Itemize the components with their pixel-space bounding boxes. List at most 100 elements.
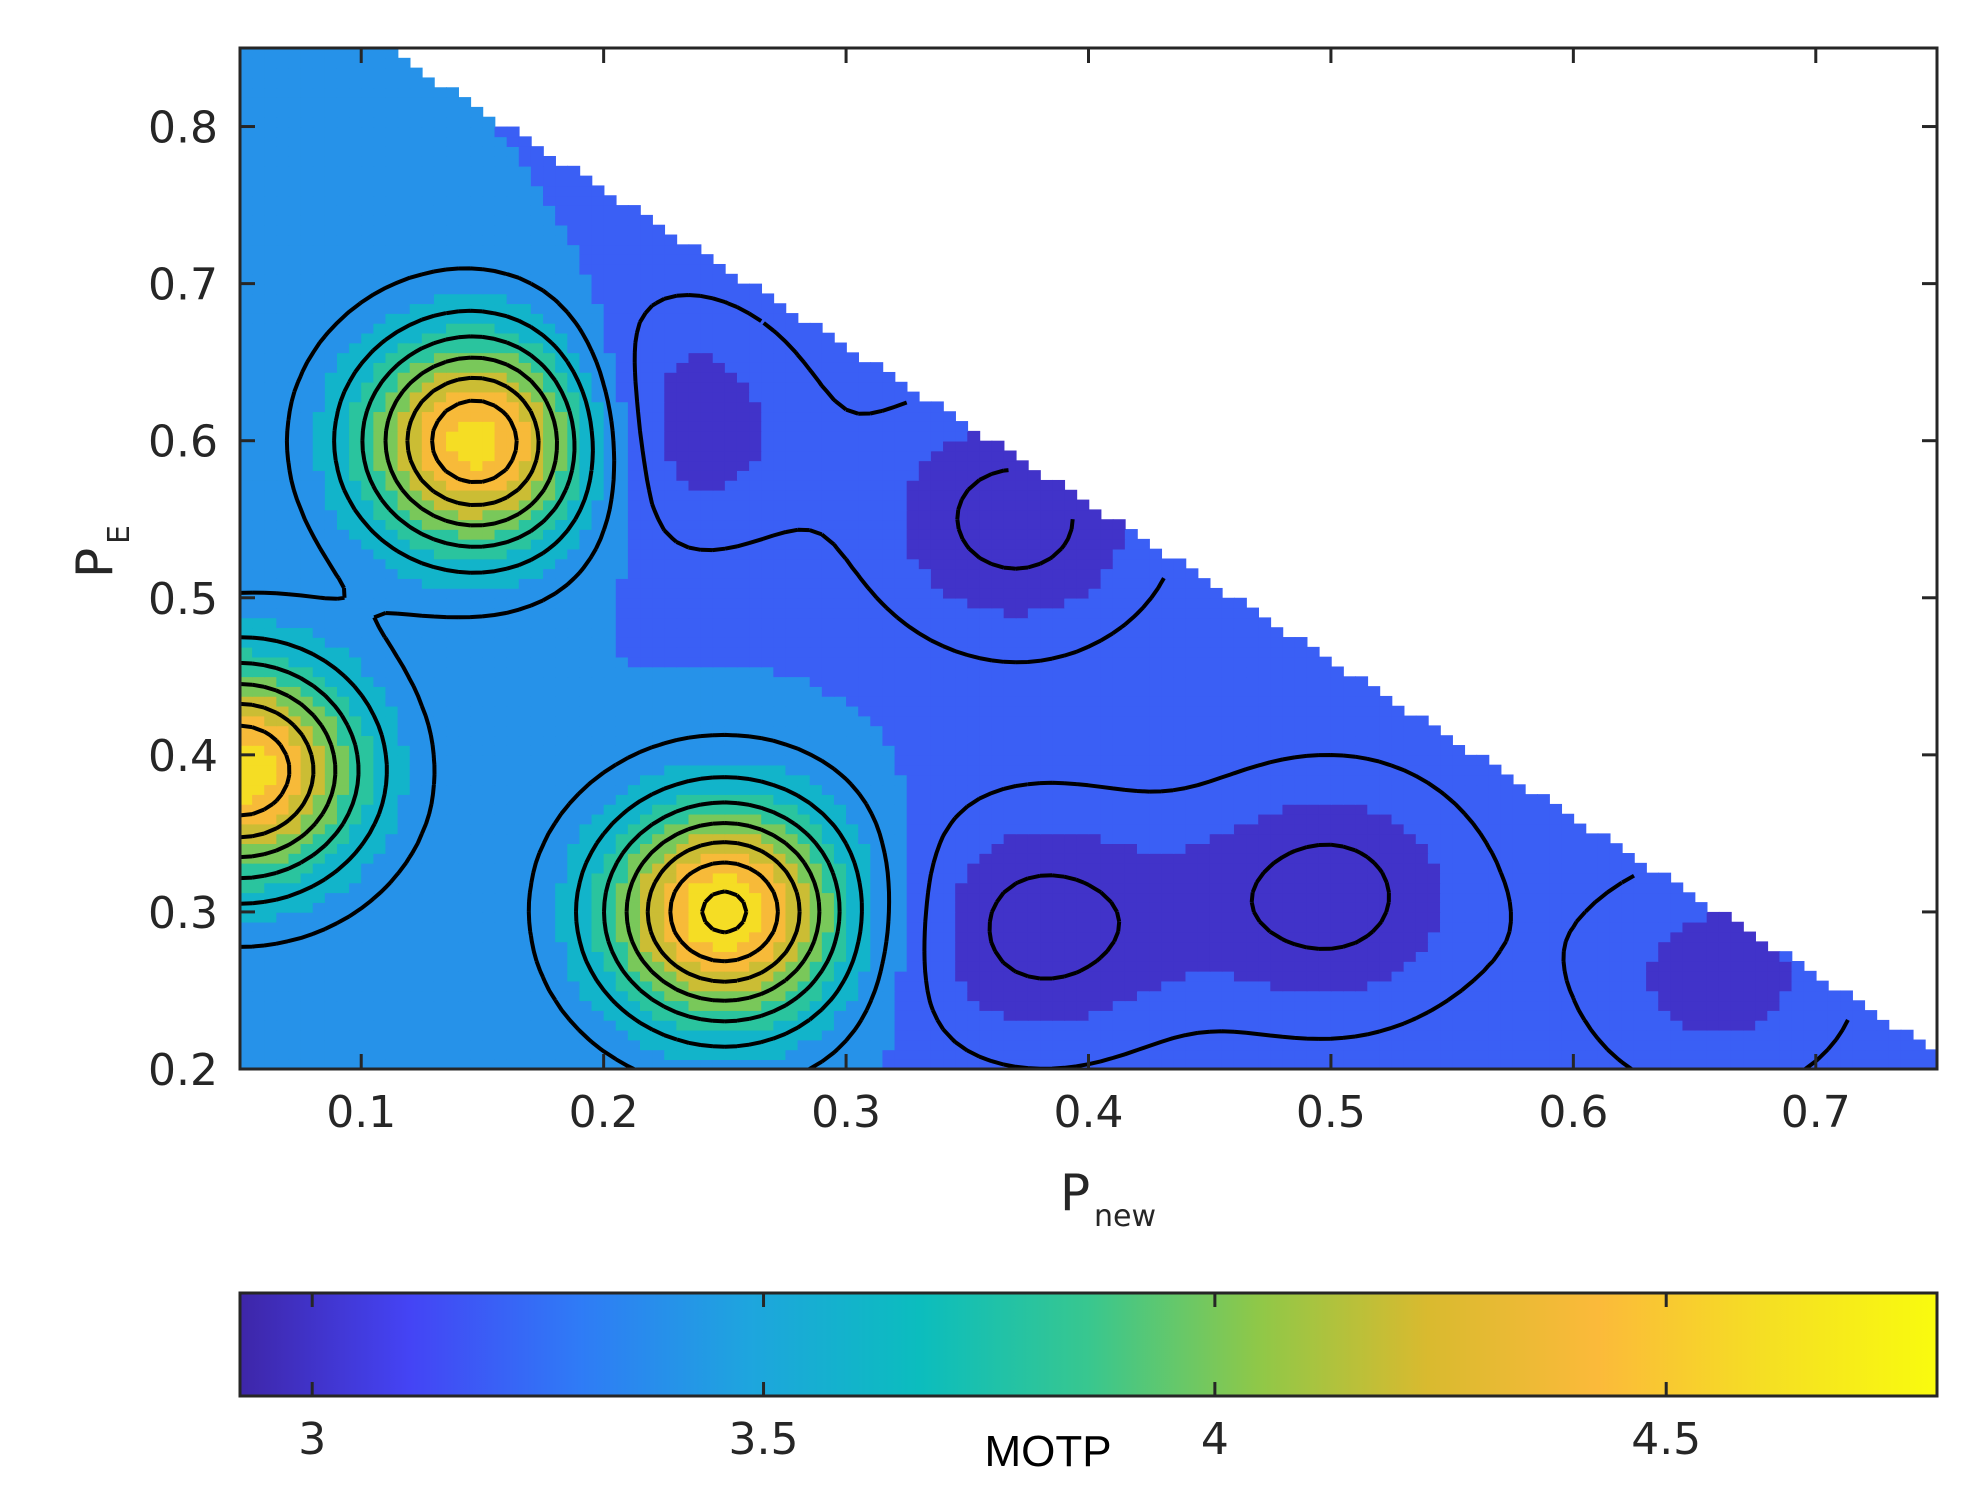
contour-cell <box>700 921 714 933</box>
contour-cell <box>930 921 944 933</box>
contour-cell <box>300 666 314 678</box>
contour-cell <box>1670 1010 1684 1021</box>
contour-cell <box>446 686 459 697</box>
contour-cell <box>1827 1029 1841 1041</box>
contour-cell <box>1379 931 1393 943</box>
contour-cell <box>1367 872 1381 884</box>
contour-cell <box>1633 921 1647 933</box>
contour-cell <box>446 1000 459 1011</box>
contour-cell <box>264 637 278 648</box>
contour-cell <box>1318 754 1332 766</box>
contour-cell <box>943 813 956 825</box>
contour-cell <box>252 862 266 874</box>
contour-cell <box>1124 745 1138 756</box>
contour-cell <box>736 882 750 894</box>
contour-cell <box>506 1059 520 1069</box>
contour-cell <box>1136 862 1150 874</box>
contour-cell <box>1161 735 1175 746</box>
contour-cell <box>712 813 726 825</box>
contour-cell <box>712 705 726 717</box>
contour-cell <box>324 872 338 884</box>
contour-cell <box>1015 1000 1029 1011</box>
contour-cell <box>1767 961 1781 972</box>
contour-cell <box>555 911 569 923</box>
contour-cell <box>397 970 411 982</box>
contour-cell <box>1791 1000 1805 1011</box>
contour-cell <box>1306 676 1320 687</box>
contour-cell <box>1246 1019 1259 1031</box>
contour-cell <box>1864 1019 1878 1031</box>
contour-cell <box>1646 872 1660 884</box>
contour-cell <box>385 705 399 717</box>
contour-cell <box>1670 902 1684 913</box>
contour-cell <box>833 1049 847 1060</box>
contour-cell <box>482 1000 496 1011</box>
contour-cell <box>421 735 435 746</box>
contour-cell <box>870 911 884 923</box>
contour-cell <box>494 1019 508 1031</box>
contour-cell <box>640 754 653 766</box>
contour-cell <box>1100 754 1114 766</box>
contour-cell <box>361 676 375 687</box>
contour-cell <box>555 784 569 795</box>
contour-cell <box>1064 862 1078 874</box>
contour-cell <box>1088 784 1102 795</box>
contour-cell <box>1136 813 1150 825</box>
contour-cell <box>1452 843 1466 854</box>
contour-cell <box>482 686 496 697</box>
contour-cell <box>409 853 423 864</box>
contour-cell <box>991 990 1005 1002</box>
contour-cell <box>312 931 326 943</box>
contour-cell <box>1876 1049 1890 1060</box>
contour-cell <box>1282 882 1296 894</box>
contour-cell <box>664 882 678 894</box>
contour-cell <box>1100 656 1114 668</box>
contour-cell <box>1646 951 1660 962</box>
contour-cell <box>385 941 399 952</box>
contour-cell <box>567 892 581 903</box>
contour-cell <box>1415 764 1429 776</box>
contour-cell <box>1258 872 1272 884</box>
contour-cell <box>1355 882 1369 894</box>
contour-cell <box>421 695 435 707</box>
contour-cell <box>312 735 326 746</box>
contour-cell <box>652 1019 666 1031</box>
contour-cell <box>1536 1059 1550 1069</box>
contour-cell <box>930 853 944 864</box>
contour-cell <box>1427 833 1441 844</box>
contour-cell <box>967 715 981 727</box>
contour-cell <box>676 764 690 776</box>
contour-cell <box>749 872 763 884</box>
contour-cell <box>1524 1010 1538 1021</box>
contour-cell <box>1306 1039 1320 1051</box>
contour-cell <box>1246 803 1259 815</box>
contour-cell <box>1015 1029 1029 1041</box>
contour-cell <box>761 823 775 835</box>
contour-cell <box>1064 931 1078 943</box>
contour-cell <box>1730 1039 1744 1051</box>
contour-cell <box>1330 705 1344 717</box>
contour-cell <box>1367 725 1381 737</box>
contour-cell <box>288 735 302 746</box>
contour-cell <box>1391 931 1405 943</box>
contour-cell <box>1827 1059 1841 1069</box>
contour-cell <box>567 882 581 894</box>
contour-cell <box>1621 1019 1635 1031</box>
contour-cell <box>1100 990 1114 1002</box>
contour-cell <box>446 853 459 864</box>
contour-cell <box>1027 833 1041 844</box>
contour-cell <box>979 882 993 894</box>
contour-cell <box>664 764 678 776</box>
contour-cell <box>1294 686 1308 697</box>
contour-cell <box>591 1019 605 1031</box>
contour-cell <box>446 980 459 992</box>
contour-cell <box>1343 833 1356 844</box>
contour-cell <box>1609 1019 1623 1031</box>
contour-cell <box>1330 774 1344 786</box>
contour-cell <box>1027 794 1041 805</box>
contour-cell <box>773 686 787 697</box>
contour-cell <box>349 637 363 648</box>
contour-cell <box>846 686 859 697</box>
contour-cell <box>1221 646 1235 658</box>
contour-cell <box>1052 774 1066 786</box>
